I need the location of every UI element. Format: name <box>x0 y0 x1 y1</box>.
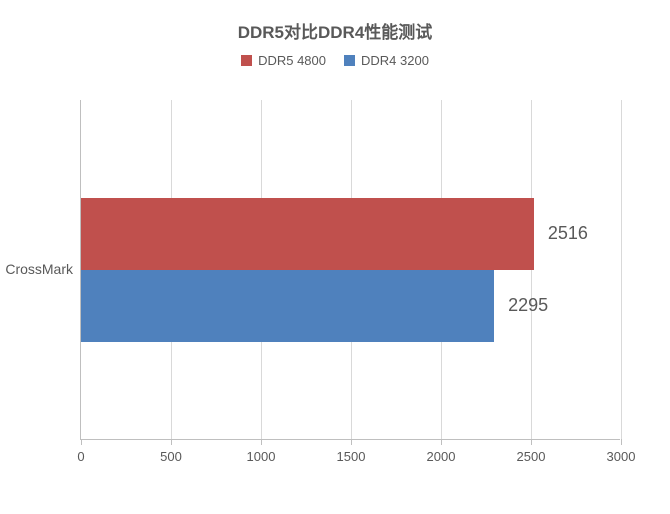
x-tick-mark <box>531 439 532 445</box>
x-tick-mark <box>621 439 622 445</box>
bar-value-label: 2295 <box>508 295 548 316</box>
legend-swatch-ddr5 <box>241 55 252 66</box>
x-tick-label: 1000 <box>247 449 276 464</box>
chart-legend: DDR5 4800 DDR4 3200 <box>0 53 670 68</box>
bar <box>81 198 534 270</box>
x-tick-mark <box>171 439 172 445</box>
x-tick-label: 500 <box>160 449 182 464</box>
x-tick-mark <box>81 439 82 445</box>
x-tick-label: 0 <box>77 449 84 464</box>
legend-item-ddr4: DDR4 3200 <box>344 53 429 68</box>
gridline <box>621 100 622 439</box>
y-category-label: CrossMark <box>5 261 73 277</box>
chart-container: DDR5对比DDR4性能测试 DDR5 4800 DDR4 3200 05001… <box>0 0 670 514</box>
legend-label-ddr5: DDR5 4800 <box>258 53 326 68</box>
x-tick-mark <box>351 439 352 445</box>
x-tick-mark <box>441 439 442 445</box>
x-tick-mark <box>261 439 262 445</box>
bar-value-label: 2516 <box>548 223 588 244</box>
plot-area: 050010001500200025003000CrossMark2516229… <box>80 100 620 440</box>
legend-item-ddr5: DDR5 4800 <box>241 53 326 68</box>
chart-title: DDR5对比DDR4性能测试 <box>0 0 670 43</box>
x-tick-label: 1500 <box>337 449 366 464</box>
legend-swatch-ddr4 <box>344 55 355 66</box>
x-tick-label: 3000 <box>607 449 636 464</box>
bar <box>81 270 494 342</box>
legend-label-ddr4: DDR4 3200 <box>361 53 429 68</box>
x-tick-label: 2500 <box>517 449 546 464</box>
x-tick-label: 2000 <box>427 449 456 464</box>
